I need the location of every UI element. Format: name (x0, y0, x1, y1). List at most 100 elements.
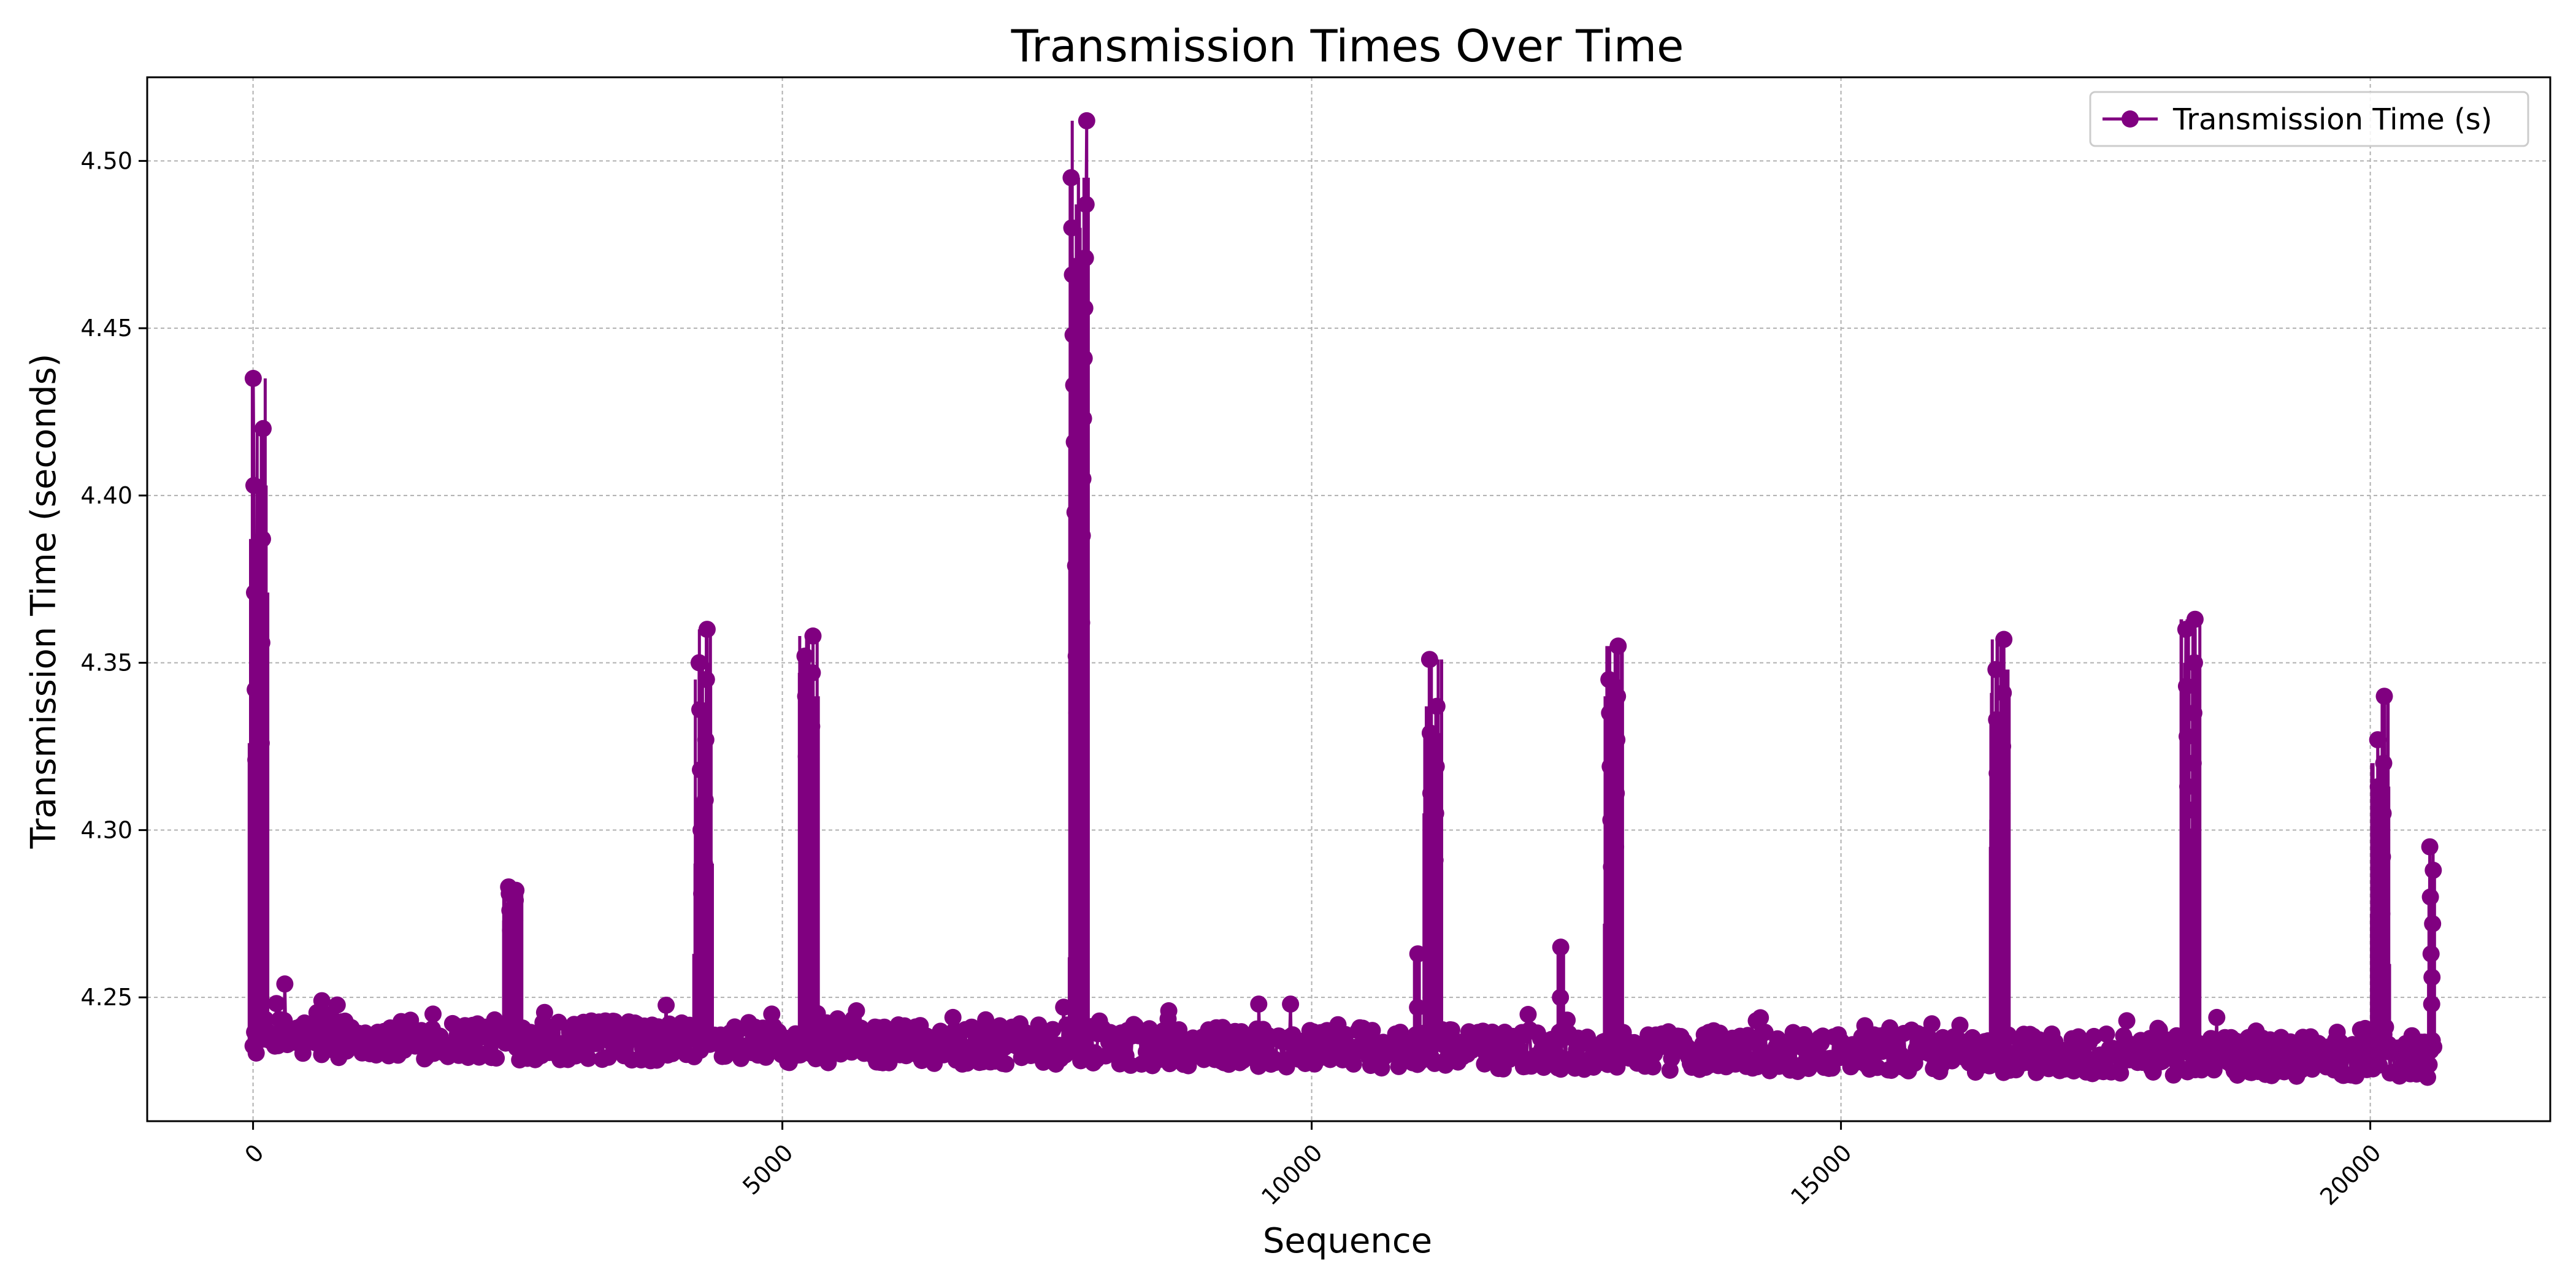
data-point (2424, 915, 2442, 933)
data-point (695, 915, 713, 933)
data-point (488, 1049, 505, 1067)
data-point (1995, 684, 2012, 702)
data-point (247, 1045, 265, 1062)
data-point (802, 775, 820, 792)
data-point (1044, 1021, 1062, 1038)
data-point (507, 881, 525, 899)
data-point (2377, 1018, 2394, 1036)
data-point (2186, 610, 2204, 628)
chart-title: Transmission Times Over Time (1011, 20, 1684, 72)
data-point (2370, 828, 2388, 846)
data-point (803, 664, 821, 681)
data-point (2185, 704, 2202, 722)
data-point (696, 855, 713, 872)
data-point (1607, 838, 1625, 856)
data-point (2423, 995, 2440, 1013)
y-tick-label: 4.40 (80, 482, 132, 509)
legend-label: Transmission Time (s) (2172, 102, 2493, 137)
data-point (1644, 1058, 1662, 1076)
data-point (694, 972, 712, 989)
data-point (1409, 999, 1427, 1016)
data-point (580, 1049, 597, 1067)
data-point (819, 1054, 837, 1071)
data-point (2182, 962, 2199, 979)
data-point (244, 370, 262, 387)
data-point (1608, 731, 1626, 749)
data-point (1519, 1006, 1537, 1023)
data-point (1993, 838, 2011, 856)
data-point (2421, 888, 2439, 906)
data-point (1990, 861, 2007, 879)
data-point (250, 952, 267, 970)
data-point (1062, 169, 1080, 186)
data-point (1951, 1016, 1969, 1034)
data-point (693, 885, 711, 903)
data-point (1160, 1002, 1178, 1019)
data-point (1064, 266, 1081, 283)
data-point (1064, 326, 1082, 343)
data-point (799, 868, 816, 886)
data-point (2179, 778, 2196, 795)
data-point (2181, 935, 2199, 953)
data-point (1992, 888, 2009, 906)
data-point (1069, 905, 1087, 922)
data-point (2422, 945, 2440, 963)
data-point (2372, 989, 2390, 1006)
data-point (698, 621, 716, 638)
data-point (1071, 754, 1089, 772)
data-point (600, 1048, 618, 1066)
data-point (1991, 941, 2009, 959)
data-point (1424, 865, 1441, 883)
data-point (2208, 1008, 2226, 1026)
data-point (1993, 784, 2011, 802)
y-tick-label: 4.50 (80, 147, 132, 174)
data-point (247, 681, 264, 699)
data-point (1073, 527, 1091, 545)
data-point (1989, 811, 2007, 829)
data-point (267, 995, 285, 1013)
data-point (1994, 738, 2012, 755)
data-point (251, 831, 269, 849)
data-point (328, 996, 346, 1014)
data-point (1552, 938, 1570, 956)
data-point (1605, 982, 1622, 1000)
data-point (1606, 888, 1624, 906)
data-point (1344, 1055, 1362, 1073)
data-point (796, 647, 814, 665)
data-point (424, 1005, 442, 1023)
data-point (505, 935, 523, 953)
data-point (2425, 861, 2442, 879)
y-tick-label: 4.35 (80, 650, 132, 677)
x-axis-label: Sequence (1263, 1221, 1432, 1261)
data-point (2180, 881, 2198, 899)
data-point (1987, 661, 2005, 678)
data-point (1601, 704, 1619, 722)
data-point (275, 1012, 293, 1029)
data-point (504, 989, 521, 1006)
data-point (1070, 982, 1087, 1000)
data-point (2419, 1068, 2436, 1086)
data-point (1603, 858, 1620, 876)
data-point (2371, 878, 2388, 896)
series-markers (244, 112, 2443, 1086)
data-point (797, 688, 815, 705)
legend: Transmission Time (s) (2089, 91, 2529, 147)
data-point (797, 748, 815, 765)
data-point (798, 805, 816, 822)
data-point (2183, 801, 2201, 819)
data-point (248, 845, 266, 862)
data-point (251, 788, 269, 805)
data-point (245, 477, 263, 494)
data-point (506, 911, 524, 929)
data-point (801, 898, 819, 916)
data-point (2180, 828, 2198, 846)
data-point (252, 734, 270, 752)
y-tick-label: 4.45 (80, 315, 132, 342)
data-point (2118, 1012, 2136, 1030)
data-point (1991, 975, 2009, 993)
data-point (1065, 376, 1083, 394)
data-point (247, 751, 265, 769)
data-point (2177, 677, 2195, 695)
data-point (1604, 959, 1622, 976)
